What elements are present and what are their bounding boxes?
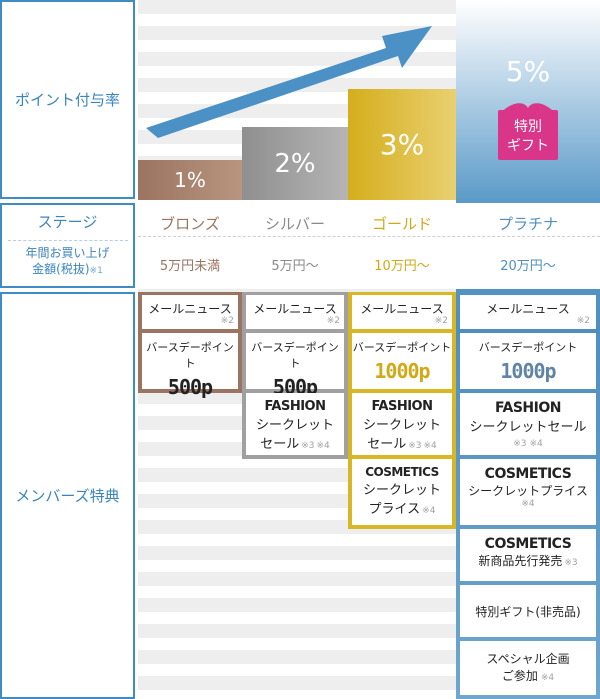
stage-row bbox=[138, 203, 600, 289]
gift-text-1: 特別 bbox=[514, 119, 542, 135]
member-benefits-label-box: メンバーズ特典 bbox=[0, 292, 135, 699]
platinum-mail-news: メールニュース ※2 bbox=[460, 295, 596, 329]
stage-gold-amount: 10万円〜 bbox=[374, 259, 430, 274]
platinum-special-event: スペシャル企画 ご参加 ※4 bbox=[460, 641, 596, 695]
silver-fashion-secret-sale: FASHION シークレット セール ※3 ※4 bbox=[246, 393, 344, 455]
purchase-amount-label-2: 金額(税抜)※1 bbox=[32, 262, 103, 276]
gold-birthday-points: バースデーポイント 1000p bbox=[352, 333, 452, 389]
note-1: ※1 bbox=[89, 266, 103, 276]
rate-platinum: 5% 特別 ギフト bbox=[456, 0, 600, 200]
stage-platinum-name: プラチナ bbox=[497, 215, 558, 233]
stage-bronze-name: ブロンズ bbox=[160, 215, 220, 233]
rate-bronze: 1% bbox=[138, 160, 242, 200]
bronze-birthday-points: バースデーポイント 500p bbox=[142, 333, 238, 399]
platinum-special-gift: 特別ギフト(非売品) bbox=[460, 585, 596, 637]
gold-fashion-secret-sale: FASHION シークレット セール ※3 ※4 bbox=[352, 393, 452, 455]
stage-row-divider bbox=[138, 236, 600, 237]
label-divider bbox=[7, 240, 128, 241]
platinum-cosmetics-secret-price: COSMETICS シークレットプライス ※4 bbox=[460, 459, 596, 525]
book-gift-icon: 特別 ギフト bbox=[498, 96, 558, 160]
purchase-amount-label-1: 年間お買い上げ bbox=[25, 246, 110, 260]
gift-text-2: ギフト bbox=[507, 138, 549, 154]
platinum-cosmetics-new-products: COSMETICS 新商品先行発売 ※3 bbox=[460, 529, 596, 581]
stage-bronze-amount: 5万円未満 bbox=[159, 259, 221, 274]
point-rate-label: ポイント付与率 bbox=[14, 91, 120, 109]
platinum-birthday-points: バースデーポイント 1000p bbox=[460, 333, 596, 389]
platinum-fashion-secret-sale: FASHION シークレットセール ※3 ※4 bbox=[460, 393, 596, 455]
growth-arrow-icon bbox=[146, 26, 432, 138]
gold-cosmetics-secret-price: COSMETICS シークレット プライス ※4 bbox=[352, 459, 452, 525]
stage-platinum-amount: 20万円〜 bbox=[500, 259, 556, 274]
bronze-mail-news: メールニュース ※2 bbox=[142, 295, 238, 329]
silver-mail-news: メールニュース ※2 bbox=[246, 295, 344, 329]
point-rate-label-box: ポイント付与率 bbox=[0, 0, 135, 199]
gold-mail-news: メールニュース ※2 bbox=[352, 295, 452, 329]
stage-silver-amount: 5万円〜 bbox=[271, 259, 319, 274]
stage-label: ステージ bbox=[37, 213, 98, 231]
rate-platinum-value: 5% bbox=[505, 55, 551, 88]
rate-silver: 2% bbox=[242, 127, 348, 200]
silver-birthday-points: バースデーポイント 500p bbox=[246, 333, 344, 399]
stage-label-box: ステージ 年間お買い上げ 金額(税抜)※1 bbox=[0, 203, 135, 288]
stage-silver-name: シルバー bbox=[264, 215, 325, 233]
stage-gold-name: ゴールド bbox=[371, 215, 432, 233]
member-benefits-label: メンバーズ特典 bbox=[15, 487, 120, 505]
rate-gold: 3% bbox=[348, 89, 456, 200]
